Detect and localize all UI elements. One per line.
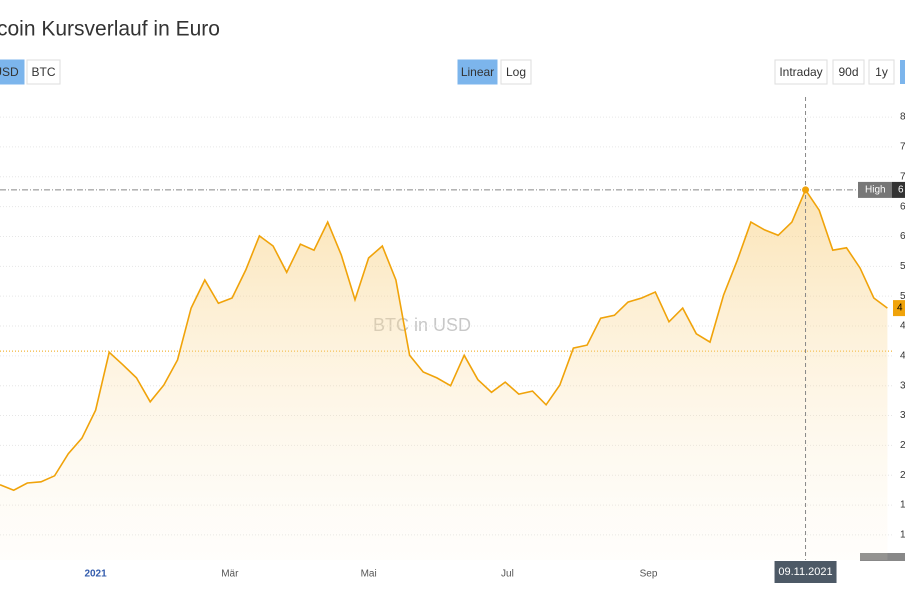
toolbar: USD BTC Linear Log Intraday 90d 1y <box>0 59 895 85</box>
crosshair-label: 09.11.2021 <box>778 566 832 578</box>
y-tick-label: 7 <box>900 142 905 153</box>
y-tick-label: 1 <box>900 530 905 541</box>
y-tick-label: 2 <box>900 470 905 481</box>
high-value-tag <box>892 181 905 198</box>
x-tick-label: Mär <box>221 569 239 580</box>
y-tick-label: 4 <box>900 321 905 332</box>
high-value-label: 6 <box>898 185 904 196</box>
y-tick-label: 5 <box>900 291 905 302</box>
button-label: Log <box>506 65 526 79</box>
area <box>0 189 888 560</box>
button-label: BTC <box>32 65 56 79</box>
x-tick-label: Jul <box>501 569 514 580</box>
high-label: High <box>865 185 886 196</box>
toolbar-button[interactable] <box>0 59 25 85</box>
toolbar-button[interactable] <box>26 59 61 85</box>
y-tick-label: 8 <box>900 112 905 123</box>
y-tick-label: 7 <box>900 171 905 182</box>
button-label: 1y <box>875 65 888 79</box>
y-tick-label: 3 <box>900 410 905 421</box>
chart-title: coin Kursverlauf in Euro <box>0 18 220 41</box>
crosshair-tag <box>774 561 837 583</box>
toolbar-button[interactable] <box>774 59 828 85</box>
y-tick-label: 2 <box>900 440 905 451</box>
y-tick-label: 1 <box>900 500 905 511</box>
y-tick-label: 3 <box>900 380 905 391</box>
toolbar-button[interactable] <box>832 59 865 85</box>
high-tag <box>858 181 892 198</box>
y-tick-label: 4 <box>900 350 905 361</box>
last-price-label: 4 <box>897 303 903 314</box>
toolbar-button[interactable] <box>500 59 532 85</box>
button-label: USD <box>0 65 19 79</box>
button-label: Intraday <box>779 65 822 79</box>
y-tick-label: 6 <box>900 201 905 212</box>
toolbar-button[interactable] <box>868 59 895 85</box>
range-button[interactable] <box>900 60 905 84</box>
button-label: 90d <box>838 65 858 79</box>
y-tick-label: 5 <box>900 261 905 272</box>
crosshair-point <box>802 186 810 194</box>
last-price-tag <box>893 300 905 317</box>
x-tick-label: 2021 <box>84 569 107 580</box>
x-tick-label: Mai <box>361 569 377 580</box>
button-label: Linear <box>461 65 494 79</box>
x-tick-label: Sep <box>640 569 658 580</box>
price-line <box>0 188 888 492</box>
y-tick-label: 6 <box>900 231 905 242</box>
toolbar-button[interactable] <box>457 59 498 85</box>
